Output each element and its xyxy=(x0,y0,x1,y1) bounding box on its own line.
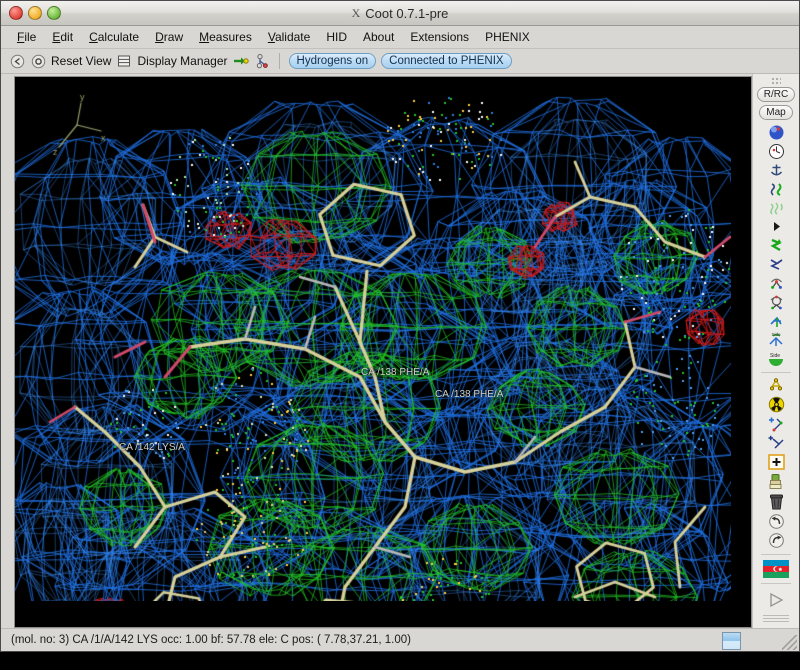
right-toolbar-dock: R/RC Map xyxy=(752,74,799,628)
window-body: CA /138 PHE/A CA /138 PHE/A CA /142 LYS/A … xyxy=(1,74,799,628)
minimize-button[interactable] xyxy=(28,6,42,20)
add-atom-icon[interactable] xyxy=(762,434,790,451)
side-chain-180-icon[interactable]: Side xyxy=(762,332,790,349)
menu-extensions[interactable]: Extensions xyxy=(410,30,470,44)
anchor-icon[interactable] xyxy=(762,162,790,179)
dock-separator-2 xyxy=(761,554,791,555)
phenix-status-button[interactable]: Connected to PHENIX xyxy=(381,53,512,69)
map-contour-scroll-indicator[interactable] xyxy=(722,632,741,650)
clock-target-icon[interactable] xyxy=(762,143,790,160)
menu-calculate[interactable]: Calculate xyxy=(89,30,140,44)
status-bar: (mol. no: 3) CA /1/A/142 LYS occ: 1.00 b… xyxy=(1,628,799,651)
molecule-atoms-icon[interactable] xyxy=(254,53,270,69)
mutate-icon[interactable] xyxy=(762,313,790,330)
undo-icon[interactable] xyxy=(762,513,790,530)
play-triangle-icon[interactable] xyxy=(762,589,790,610)
add-terminal-residue-icon[interactable] xyxy=(762,415,790,432)
dock-footer xyxy=(761,579,791,628)
sphere-blue-icon[interactable] xyxy=(762,124,790,141)
radiation-small-icon[interactable] xyxy=(762,378,790,394)
density-map-scene[interactable] xyxy=(15,77,731,601)
delete-trash-icon[interactable] xyxy=(762,493,790,511)
dock-separator-1 xyxy=(761,372,791,373)
dock-footer-lines xyxy=(763,613,789,624)
window-title-group: X Coot 0.7.1-pre xyxy=(1,6,799,21)
graphics-area-wrapper: CA /138 PHE/A CA /138 PHE/A CA /142 LYS/A xyxy=(1,74,752,628)
menu-about[interactable]: About xyxy=(363,30,395,44)
radiation-icon[interactable] xyxy=(762,396,790,413)
torsion-general-icon[interactable] xyxy=(762,294,790,311)
menu-phenix[interactable]: PHENIX xyxy=(485,30,530,44)
title-bar: X Coot 0.7.1-pre xyxy=(1,1,799,26)
rotamer-green-icon[interactable] xyxy=(762,181,790,198)
reset-view-button[interactable]: Reset View xyxy=(51,54,112,68)
x-app-icon: X xyxy=(351,5,361,20)
window-controls xyxy=(9,6,61,20)
menu-validate[interactable]: Validate xyxy=(267,30,311,44)
clean-brush-icon[interactable] xyxy=(762,473,790,491)
dock-drag-handle[interactable] xyxy=(771,77,781,85)
menu-measures[interactable]: Measures xyxy=(199,30,252,44)
hydrogens-toggle-button[interactable]: Hydrogens on xyxy=(288,53,377,69)
status-text: (mol. no: 3) CA /1/A/142 LYS occ: 1.00 b… xyxy=(11,634,411,646)
menu-draw[interactable]: Draw xyxy=(155,30,184,44)
menu-hid[interactable]: HID xyxy=(326,30,347,44)
svg-text:Side: Side xyxy=(771,332,781,337)
display-manager-button[interactable]: Display Manager xyxy=(137,54,228,68)
sidechain-blue-icon[interactable] xyxy=(762,256,790,273)
center-target-icon[interactable] xyxy=(30,53,46,69)
molecular-graphics-canvas[interactable]: CA /138 PHE/A CA /138 PHE/A CA /142 LYS/A xyxy=(14,76,752,628)
window-title: Coot 0.7.1-pre xyxy=(365,5,449,21)
flip-peptide-green-icon[interactable] xyxy=(762,237,790,254)
toolbar-separator xyxy=(278,53,280,69)
go-back-icon[interactable] xyxy=(9,53,25,69)
add-alt-conf-icon[interactable]: Side xyxy=(762,351,790,367)
display-manager-icon[interactable] xyxy=(116,53,132,69)
close-button[interactable] xyxy=(9,6,23,20)
green-arrow-icon[interactable] xyxy=(233,53,249,69)
svg-text:Side: Side xyxy=(770,353,780,359)
rotamers-pale-green-icon[interactable] xyxy=(762,200,790,217)
redo-icon[interactable] xyxy=(762,532,790,549)
menu-file[interactable]: File xyxy=(17,30,37,44)
map-button[interactable]: Map xyxy=(759,104,793,120)
menu-bar: File Edit Calculate Draw Measures Valida… xyxy=(1,26,799,49)
rrc-button[interactable]: R/RC xyxy=(756,86,796,102)
arrow-next-icon[interactable] xyxy=(762,219,790,235)
resize-grip[interactable] xyxy=(782,635,797,650)
tool-bar: Reset View Display Manager xyxy=(1,49,799,74)
rotate-bond-icon[interactable] xyxy=(762,275,790,292)
add-water-plus-icon[interactable] xyxy=(762,453,790,471)
menu-edit[interactable]: Edit xyxy=(52,30,74,44)
azerbaijan-flag-icon[interactable] xyxy=(762,559,790,578)
dock-separator-3 xyxy=(761,583,791,584)
zoom-button[interactable] xyxy=(47,6,61,20)
main-window: X Coot 0.7.1-pre File Edit Calculate Dra… xyxy=(0,0,800,652)
